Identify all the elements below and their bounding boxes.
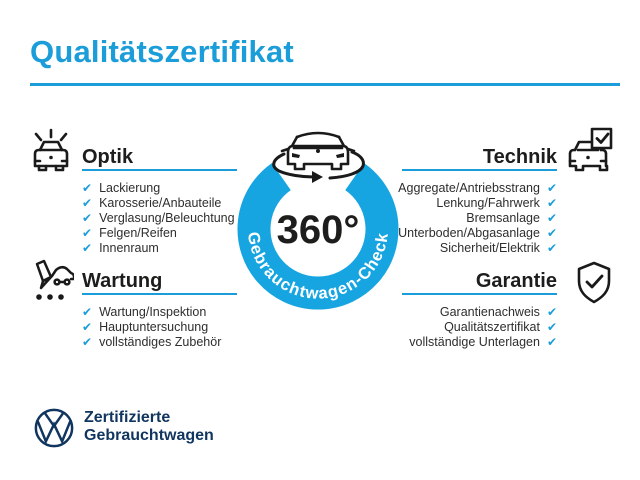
list-item-label: Verglasung/Beleuchtung	[99, 210, 235, 225]
list-item-label: Felgen/Reifen	[99, 225, 177, 240]
list-item: ✔ Felgen/Reifen	[82, 225, 235, 240]
list-item: ✔ vollständiges Zubehör	[82, 334, 221, 349]
check-icon: ✔	[546, 334, 557, 349]
list-item: ✔ Verglasung/Beleuchtung	[82, 210, 235, 225]
check-icon: ✔	[546, 225, 557, 240]
check-icon: ✔	[82, 319, 93, 334]
list-item-label: Innenraum	[99, 240, 159, 255]
vw-logo-icon	[33, 407, 75, 449]
title-divider	[30, 83, 620, 86]
car-checked-icon	[566, 126, 614, 176]
list-item: ✔ Lackierung	[82, 180, 235, 195]
list-item-label: vollständige Unterlagen	[409, 334, 540, 349]
list-item: Garantienachweis ✔	[352, 304, 557, 319]
list-item-label: Unterboden/Abgasanlage	[398, 225, 540, 240]
list-item-label: Lackierung	[99, 180, 161, 195]
check-icon: ✔	[546, 210, 557, 225]
brand-line2: Gebrauchtwagen	[84, 427, 214, 444]
shield-check-icon	[574, 261, 614, 305]
list-item-label: Wartung/Inspektion	[99, 304, 207, 319]
360-check-badge: Gebrauchtwagen-Check 360°	[218, 112, 418, 318]
rotating-car-icon	[272, 131, 365, 183]
checklist-pen-icon	[28, 256, 74, 302]
brand-text: Zertifizierte Gebrauchtwagen	[84, 409, 214, 445]
list-item: Qualitätszertifikat ✔	[352, 319, 557, 334]
section-title-wartung: Wartung	[82, 270, 163, 292]
list-item: Unterboden/Abgasanlage ✔	[352, 225, 557, 240]
check-icon: ✔	[82, 225, 93, 240]
section-rule-garantie	[402, 293, 557, 295]
check-icon: ✔	[82, 210, 93, 225]
list-item: ✔ Wartung/Inspektion	[82, 304, 221, 319]
list-item: ✔ Innenraum	[82, 240, 235, 255]
list-item-label: vollständiges Zubehör	[99, 334, 222, 349]
check-icon: ✔	[546, 195, 557, 210]
optik-checklist: ✔ Lackierung ✔ Karosserie/Anbauteile ✔ Verg…	[82, 180, 235, 255]
brand-line1: Zertifizierte	[84, 409, 171, 426]
check-icon: ✔	[82, 180, 93, 195]
list-item-label: Lenkung/Fahrwerk	[436, 195, 540, 210]
badge-ring	[237, 163, 399, 310]
list-item-label: Aggregate/Antriebsstrang	[398, 180, 540, 195]
badge-degrees: 360°	[277, 208, 360, 252]
section-title-garantie: Garantie	[475, 270, 557, 292]
list-item: ✔ Hauptuntersuchung	[82, 319, 221, 334]
check-icon: ✔	[546, 240, 557, 255]
list-item: vollständige Unterlagen ✔	[352, 334, 557, 349]
section-title-optik: Optik	[82, 146, 134, 168]
list-item-label: Bremsanlage	[466, 210, 540, 225]
check-icon: ✔	[546, 319, 557, 334]
list-item-label: Qualitätszertifikat	[444, 319, 540, 334]
section-rule-optik	[82, 169, 237, 171]
check-icon: ✔	[82, 304, 93, 319]
list-item: Bremsanlage ✔	[352, 210, 557, 225]
technik-checklist: Aggregate/Antriebsstrang ✔ Lenkung/Fahrwe…	[352, 180, 557, 255]
list-item-label: Sicherheit/Elektrik	[439, 240, 540, 255]
list-item: Sicherheit/Elektrik ✔	[352, 240, 557, 255]
section-title-technik: Technik	[482, 146, 557, 168]
check-icon: ✔	[82, 195, 93, 210]
list-item-label: Garantienachweis	[439, 304, 540, 319]
list-item-label: Hauptuntersuchung	[99, 319, 209, 334]
page-title: Qualitätszertifikat	[30, 34, 294, 69]
list-item-label: Karosserie/Anbauteile	[99, 195, 222, 210]
section-rule-technik	[402, 169, 557, 171]
check-icon: ✔	[546, 180, 557, 195]
check-icon: ✔	[546, 304, 557, 319]
check-icon: ✔	[82, 240, 93, 255]
garantie-checklist: Garantienachweis ✔ Qualitätszertifikat ✔ v…	[352, 304, 557, 349]
wartung-checklist: ✔ Wartung/Inspektion ✔ Hauptuntersuchung ✔…	[82, 304, 221, 349]
car-shine-icon	[28, 128, 74, 176]
list-item: ✔ Karosserie/Anbauteile	[82, 195, 235, 210]
list-item: Aggregate/Antriebsstrang ✔	[352, 180, 557, 195]
check-icon: ✔	[82, 334, 93, 349]
section-rule-wartung	[82, 293, 237, 295]
list-item: Lenkung/Fahrwerk ✔	[352, 195, 557, 210]
